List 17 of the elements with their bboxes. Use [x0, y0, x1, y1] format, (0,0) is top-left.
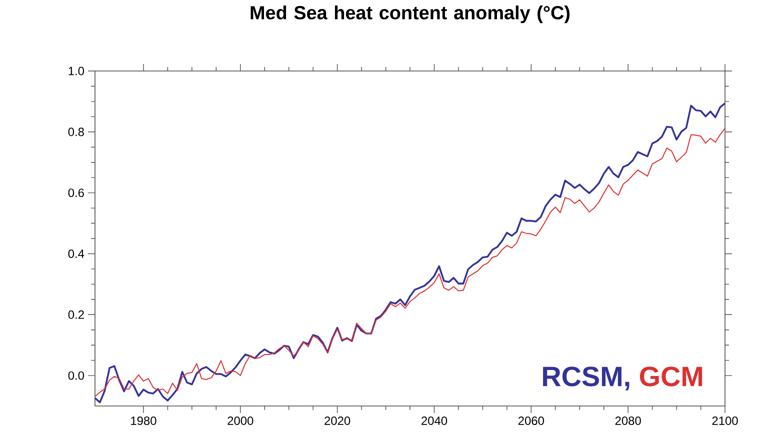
text: RCSM	[543, 366, 622, 386]
annotation: ,	[625, 382, 630, 390]
y-tick-label: 0.6	[68, 188, 84, 198]
x-tick-label: 2060	[518, 416, 544, 425]
x-tick-label: 2100	[712, 416, 738, 425]
x-tick-label: 2020	[324, 416, 350, 425]
y-tick-label: 0.8	[68, 128, 84, 136]
text: GCM	[640, 366, 702, 386]
y-tick-label: 0.4	[68, 249, 84, 258]
x-tick-label: 2040	[422, 416, 448, 425]
x-tick-label: 2080	[615, 416, 641, 425]
y-tick-label: 0.0	[68, 371, 84, 380]
y-tick-label: 0.2	[68, 310, 84, 319]
x-tick-label: 1980	[131, 416, 156, 425]
chart-title: Med Sea heat content anomaly (°C)	[250, 6, 570, 24]
y-tick-label: 1.0	[68, 66, 84, 76]
x-tick-label: 2000	[228, 416, 254, 425]
